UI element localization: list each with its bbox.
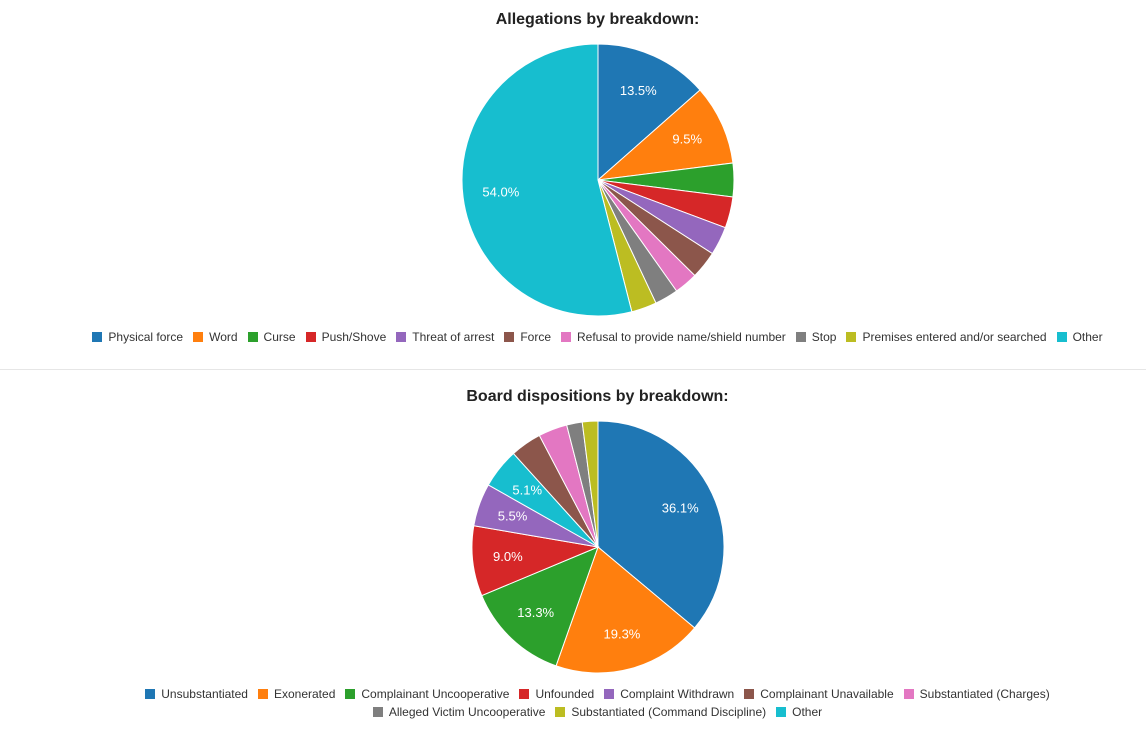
chart-title-board-dispositions: Board dispositions by breakdown:: [466, 388, 729, 405]
pie-slice-other[interactable]: [461, 43, 633, 317]
legend-label: Substantiated (Charges): [919, 687, 1050, 701]
legend-item-refusal-to-provide-name-shield-number[interactable]: Refusal to provide name/shield number: [561, 328, 786, 346]
legend-label: Premises entered and/or searched: [862, 330, 1047, 344]
legend-swatch: [305, 332, 316, 342]
legend-item-force[interactable]: Force: [504, 328, 551, 346]
chart-title-allegations: Allegations by breakdown:: [495, 11, 700, 28]
slice-label-unsubstantiated: 36.1%: [662, 501, 699, 516]
pie-slice-complainant-uncooperative[interactable]: [481, 546, 599, 667]
legend-swatch: [744, 689, 755, 699]
slice-label-complaint-withdrawn: 5.5%: [498, 509, 528, 524]
slice-label-other: 5.1%: [512, 482, 542, 497]
section-divider: [0, 369, 1146, 370]
legend-swatch: [903, 689, 914, 699]
legend-label: Unfounded: [535, 687, 595, 701]
slice-label-physical-force: 13.5%: [620, 83, 657, 98]
pie-slice-exonerated[interactable]: [555, 546, 696, 674]
legend-item-premises-entered-and-or-searched[interactable]: Premises entered and/or searched: [846, 328, 1047, 346]
legend-item-substantiated-command-discipline[interactable]: Substantiated (Command Discipline): [555, 703, 766, 721]
legend-swatch: [519, 689, 530, 699]
legend-label: Force: [520, 330, 551, 344]
slice-label-other: 54.0%: [482, 184, 519, 199]
legend-label: Push/Shove: [321, 330, 387, 344]
legend-label: Complainant Uncooperative: [361, 687, 510, 701]
legend-label: Stop: [811, 330, 837, 344]
legend-swatch: [1056, 332, 1067, 342]
legend-label: Threat of arrest: [412, 330, 495, 344]
legend-label: Other: [792, 705, 823, 719]
legend-board-dispositions: Unsubstantiated Exonerated Complainant Unc…: [0, 685, 1146, 721]
legend-swatch: [776, 707, 787, 717]
legend-label: Word: [209, 330, 238, 344]
legend-swatch: [396, 332, 407, 342]
slice-label-exonerated: 19.3%: [604, 627, 641, 642]
legend-label: Complaint Withdrawn: [620, 687, 735, 701]
legend-item-stop[interactable]: Stop: [795, 328, 837, 346]
legend-label: Exonerated: [273, 687, 336, 701]
legend-label: Physical force: [108, 330, 184, 344]
legend-swatch: [504, 332, 515, 342]
legend-swatch: [193, 332, 204, 342]
pie-chart-board-dispositions: 36.1% 19.3% 13.3% 9.0% 5.5% 5.1%: [471, 420, 725, 674]
legend-label: Alleged Victim Uncooperative: [388, 705, 546, 719]
legend-swatch: [345, 689, 356, 699]
legend-swatch: [795, 332, 806, 342]
legend-item-unsubstantiated[interactable]: Unsubstantiated: [145, 685, 248, 703]
legend-swatch: [257, 689, 268, 699]
legend-swatch: [555, 707, 566, 717]
legend-label: Refusal to provide name/shield number: [577, 330, 786, 344]
legend-item-complainant-unavailable[interactable]: Complainant Unavailable: [744, 685, 894, 703]
legend-item-push-shove[interactable]: Push/Shove: [305, 328, 387, 346]
legend-item-complainant-uncooperative[interactable]: Complainant Uncooperative: [345, 685, 509, 703]
legend-swatch: [561, 332, 571, 342]
legend-item-curse[interactable]: Curse: [247, 328, 296, 346]
legend-label: Substantiated (Command Discipline): [571, 705, 767, 719]
pie-chart-allegations: 13.5% 9.5% 54.0%: [461, 43, 735, 317]
legend-item-unfounded[interactable]: Unfounded: [519, 685, 594, 703]
legend-item-exonerated[interactable]: Exonerated: [257, 685, 336, 703]
legend-item-physical-force[interactable]: Physical force: [92, 328, 183, 346]
pie-slice-physical-force[interactable]: [597, 43, 701, 182]
legend-item-word[interactable]: Word: [193, 328, 238, 346]
legend-item-complaint-withdrawn[interactable]: Complaint Withdrawn: [604, 685, 734, 703]
slice-label-complainant-uncooperative: 13.3%: [517, 605, 554, 620]
legend-allegations: Physical force Word Curse Push/Shove Threat …: [0, 328, 1146, 346]
legend-item-other[interactable]: Other: [1056, 328, 1103, 346]
legend-item-threat-of-arrest[interactable]: Threat of arrest: [396, 328, 494, 346]
legend-item-other[interactable]: Other: [776, 703, 822, 721]
legend-item-substantiated-charges[interactable]: Substantiated (Charges): [903, 685, 1050, 703]
legend-item-alleged-victim-uncooperative[interactable]: Alleged Victim Uncooperative: [372, 703, 546, 721]
legend-swatch: [247, 332, 258, 342]
slice-label-word: 9.5%: [672, 132, 702, 147]
legend-swatch: [145, 689, 156, 699]
legend-swatch: [604, 689, 615, 699]
legend-label: Complainant Unavailable: [760, 687, 894, 701]
legend-swatch: [846, 332, 857, 342]
pie-slice-unsubstantiated[interactable]: [597, 420, 725, 629]
legend-swatch: [92, 332, 103, 342]
legend-label: Curse: [263, 330, 296, 344]
legend-label: Unsubstantiated: [161, 687, 248, 701]
legend-label: Other: [1072, 330, 1103, 344]
legend-swatch: [372, 707, 383, 717]
pie-slice-word[interactable]: [596, 89, 734, 181]
slice-label-unfounded: 9.0%: [493, 549, 523, 564]
pie-slice-substantiated-command-discipline[interactable]: [581, 420, 599, 548]
